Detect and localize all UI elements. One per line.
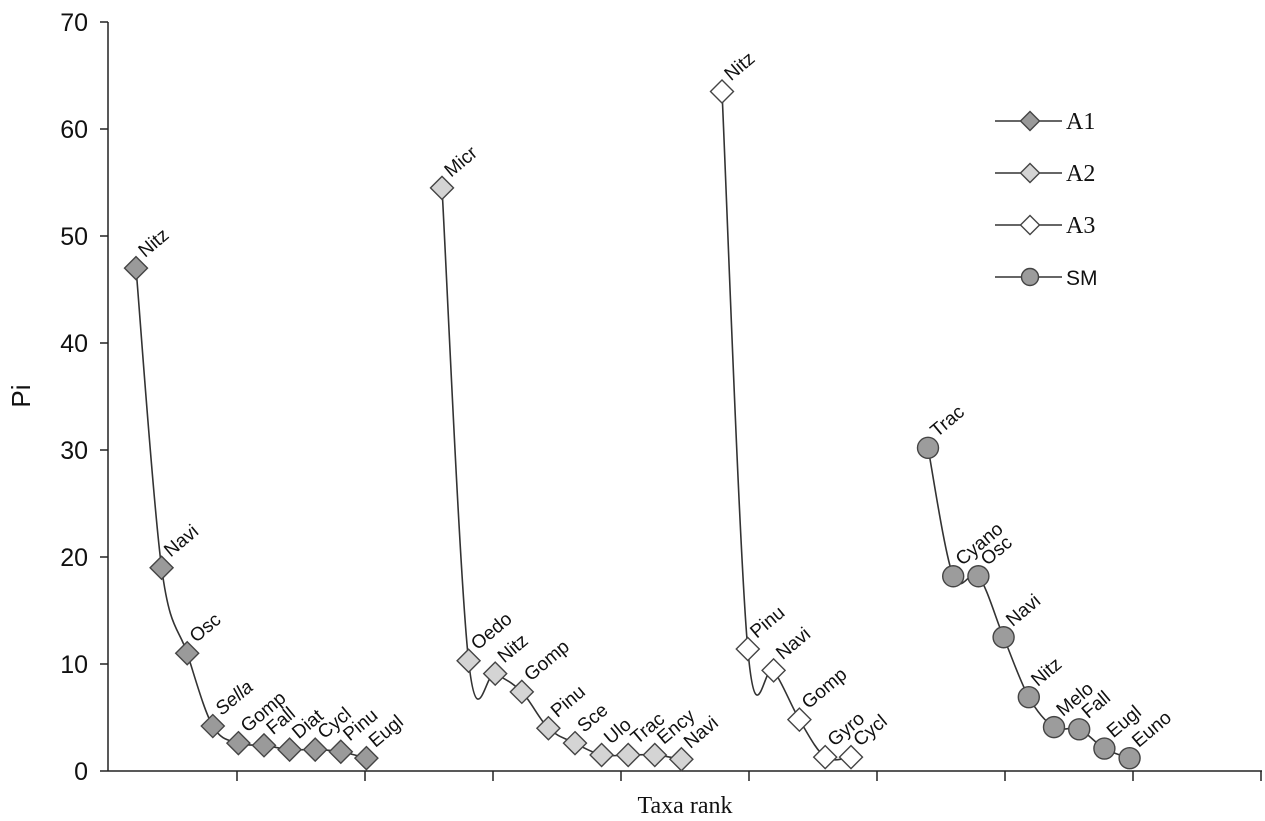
data-point (992, 626, 1015, 649)
point-label: Navi (772, 624, 815, 665)
legend-label: A2 (1066, 161, 1095, 187)
data-point (174, 640, 200, 666)
point-label: Nitz (1028, 654, 1067, 691)
data-point (251, 732, 277, 758)
data-point (456, 648, 482, 674)
data-point (535, 715, 561, 741)
legend-marker (1019, 214, 1041, 236)
data-point (429, 175, 455, 201)
data-point (328, 739, 354, 765)
data-point (482, 661, 508, 687)
y-tick-label: 60 (60, 116, 88, 144)
legend-label: SM (1066, 267, 1098, 290)
y-tick-label: 20 (60, 544, 88, 572)
data-point (277, 737, 303, 763)
point-label: Navi (160, 521, 203, 562)
data-point (200, 713, 226, 739)
legend-marker (1019, 110, 1041, 132)
data-point (1042, 715, 1066, 739)
point-label: Trac (927, 402, 969, 442)
data-point (1118, 746, 1141, 770)
series-line-a1 (135, 268, 367, 759)
data-point (302, 737, 328, 763)
y-axis-title: Pi (6, 384, 36, 407)
data-point (1067, 718, 1091, 741)
series-layer: NitzNaviOscSellaGompFallDiatCyclPinuEugl… (123, 48, 1176, 772)
data-point (942, 565, 965, 588)
y-tick-label: 10 (60, 651, 88, 679)
data-point (353, 745, 379, 771)
y-tick-label: 0 (74, 758, 88, 786)
point-label: Osc (186, 609, 225, 647)
data-point (709, 79, 735, 105)
data-point (123, 255, 149, 281)
data-point (1017, 685, 1041, 709)
point-label: Micr (441, 142, 482, 182)
legend-label: A1 (1066, 109, 1095, 135)
data-point (668, 746, 694, 772)
data-point (615, 742, 641, 768)
y-tick-label: 50 (60, 223, 88, 251)
legend-item-a1: A1 (995, 109, 1095, 135)
legend-item-sm: SM (995, 267, 1098, 290)
data-point (149, 555, 175, 581)
legend-marker (1020, 267, 1040, 287)
point-label: Nitz (721, 48, 760, 85)
data-point (812, 744, 838, 770)
data-point (967, 565, 990, 588)
data-point (225, 730, 251, 756)
point-label: Pinu (747, 602, 790, 643)
point-label: Nitz (135, 225, 174, 262)
data-point (642, 742, 668, 768)
legend: A1 A2 A3 SM (995, 109, 1098, 290)
series-line-a2 (441, 187, 682, 761)
legend-item-a3: A3 (995, 213, 1095, 239)
data-point (589, 742, 615, 768)
data-point (916, 436, 940, 460)
data-point (509, 679, 535, 705)
point-label: Navi (1002, 591, 1045, 632)
data-point (735, 636, 761, 662)
data-point (786, 707, 812, 733)
data-point (562, 730, 588, 756)
axes: 0 10 20 30 40 50 60 70 (60, 9, 1262, 786)
y-tick-label: 30 (60, 437, 88, 465)
x-axis-title: Taxa rank (638, 793, 733, 819)
y-tick-label: 70 (60, 9, 88, 37)
y-tick-label: 40 (60, 330, 88, 358)
legend-label: A3 (1066, 213, 1095, 239)
legend-item-a2: A2 (995, 161, 1095, 187)
data-point (838, 744, 864, 770)
legend-marker (1019, 162, 1041, 184)
data-point (1093, 737, 1116, 760)
point-label: Gomp (798, 664, 851, 713)
data-point (761, 657, 787, 683)
